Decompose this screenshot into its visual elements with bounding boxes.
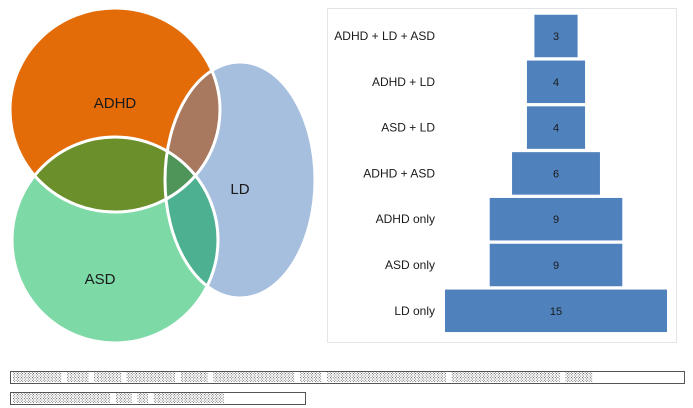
funnel-chart-panel: 3 ADHD + LD + ASD 4 ADHD + LD 4 ASD + LD 6 ADHD… (327, 8, 677, 343)
funnel-bar (525, 104, 587, 151)
funnel-bar (510, 150, 602, 197)
funnel-bar (488, 196, 624, 242)
venn-outline-ld (163, 60, 317, 300)
funnel-value-label: 9 (553, 214, 559, 226)
figure-footnote-line-1: ░░░░░░░░░ ░░░░ ░░░░░ ░░░░░░░░░ ░░░░░ ░░░… (10, 371, 685, 384)
funnel-value-label: 9 (553, 260, 559, 272)
venn-label-asd: ASD (85, 271, 116, 288)
funnel-category-label: ADHD + ASD (363, 166, 435, 180)
venn-diagram: ADHD LD ASD (8, 6, 317, 345)
funnel-category-label: ASD only (385, 258, 435, 272)
funnel-category-label: ADHD + LD + ASD (334, 29, 435, 43)
venn-outline-adhd (8, 6, 222, 214)
funnel-value-label: 3 (553, 31, 559, 43)
funnel-value-label: 4 (553, 123, 559, 135)
funnel-category-label: ADHD only (376, 212, 435, 226)
funnel-bar (488, 242, 624, 288)
funnel-value-label: 15 (550, 306, 562, 318)
funnel-value-label: 6 (553, 168, 559, 180)
funnel-value-label: 4 (553, 77, 559, 89)
funnel-category-label: ADHD + LD (372, 75, 435, 89)
funnel-category-label: ASD + LD (381, 121, 435, 135)
funnel-category-label: LD only (394, 304, 435, 318)
funnel-bar (532, 13, 580, 59)
funnel-chart: 3 ADHD + LD + ASD 4 ADHD + LD 4 ASD + LD 6 ADHD… (334, 13, 669, 334)
venn-label-ld: LD (230, 181, 249, 198)
venn-label-adhd: ADHD (94, 95, 137, 112)
funnel-bar (525, 59, 587, 105)
figure-footnote-line-2: ░░░░░░░░░░░░░░░░░░ ░░░ ░░ ░░░░░░░░░░░░░ (10, 392, 306, 405)
venn-overlap-adhd-ld (165, 62, 220, 212)
funnel-bar (443, 288, 669, 334)
venn-outline-asd (10, 135, 220, 345)
